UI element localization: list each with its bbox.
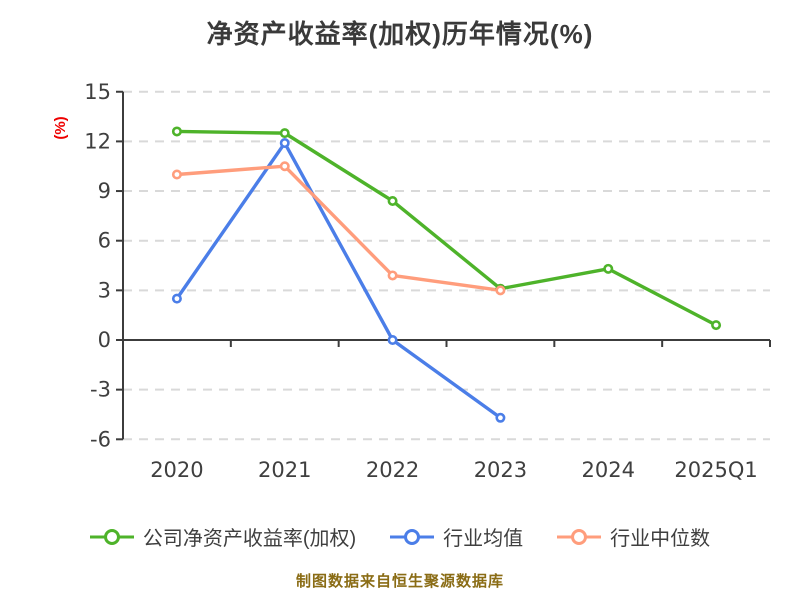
data-point-s2-2021 [279,161,290,172]
data-point-s2-2023 [495,285,506,296]
x-tick-label: 2025Q1 [674,458,757,482]
legend-item-0: 公司净资产收益率(加权) [89,522,357,551]
legend: 公司净资产收益率(加权) 行业均值 行业中位数 [0,522,800,551]
series-line-2 [175,164,503,293]
legend-marker-icon [89,528,134,545]
data-point-s1-2021 [279,138,290,149]
data-source-note: 制图数据来自恒生聚源数据库 [295,573,504,590]
data-point-s1-2020 [171,293,182,304]
legend-label: 公司净资产收益率(加权) [142,528,357,550]
legend-marker-icon [557,528,602,545]
y-tick-label: -6 [90,427,111,451]
y-tick-label: 3 [98,278,111,302]
legend-label: 行业均值 [443,528,524,550]
data-point-s0-2025Q1 [711,320,722,331]
legend-item-1: 行业均值 [390,522,523,551]
data-point-s0-2021 [279,128,290,139]
x-tick-label: 2020 [150,458,203,482]
data-point-s1-2022 [387,334,398,345]
y-tick-label: 12 [84,129,111,153]
y-tick-label: 9 [98,179,111,203]
y-tick-label: 0 [98,328,111,352]
data-point-s2-2020 [171,169,182,180]
x-tick-label: 2023 [474,458,527,482]
y-tick-label: 15 [84,80,111,104]
y-tick-label: -3 [90,378,111,402]
data-point-s0-2024 [603,263,614,274]
chart-title: 净资产收益率(加权)历年情况(%) [206,19,594,49]
data-point-s1-2023 [495,412,506,423]
legend-label: 行业中位数 [610,528,711,550]
x-tick-label: 2022 [366,458,419,482]
data-point-s2-2022 [387,270,398,281]
data-point-s0-2022 [387,195,398,206]
x-tick-label: 2021 [258,458,311,482]
series-line-1 [175,141,503,420]
series-line-0 [175,129,718,327]
data-point-s0-2020 [171,126,182,137]
legend-marker-icon [390,528,435,545]
x-tick-label: 2024 [582,458,635,482]
y-tick-label: 6 [98,229,111,253]
legend-item-2: 行业中位数 [557,522,710,551]
